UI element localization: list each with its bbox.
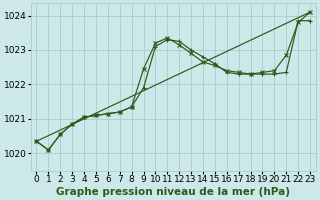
X-axis label: Graphe pression niveau de la mer (hPa): Graphe pression niveau de la mer (hPa): [56, 187, 290, 197]
